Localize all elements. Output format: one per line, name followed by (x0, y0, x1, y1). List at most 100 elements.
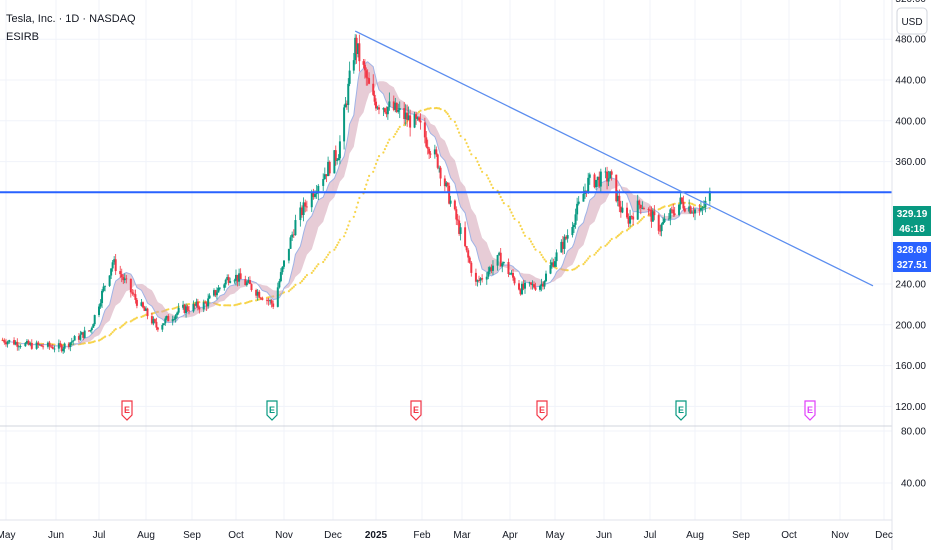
ma-dot (325, 256, 328, 259)
candle (426, 139, 429, 155)
candle (566, 229, 569, 243)
candle (470, 261, 473, 277)
ma-dot (449, 117, 452, 120)
ma-dot (507, 205, 510, 208)
candle (446, 182, 449, 192)
candle (413, 111, 416, 129)
candle (132, 289, 135, 297)
time-tick-label: Mar (453, 530, 471, 541)
candle (113, 256, 116, 265)
ma-dot (229, 304, 232, 307)
earnings-marker[interactable]: E (266, 400, 278, 421)
candle (185, 303, 188, 318)
time-axis[interactable]: May Jun Jul Aug Sep Oct Nov Dec 2025 Feb Mar Apr May… (0, 530, 893, 541)
candle (657, 213, 660, 235)
candle (104, 285, 107, 292)
candle (338, 135, 341, 165)
earnings-marker[interactable]: E (410, 400, 422, 421)
candle (577, 196, 580, 206)
candle (156, 326, 159, 332)
earnings-marker[interactable]: E (536, 400, 548, 421)
lower-tick-label: 80.00 (901, 427, 926, 438)
candle (102, 283, 105, 293)
candle (99, 299, 102, 309)
ma-dot (455, 124, 458, 127)
ma-dot (587, 257, 590, 260)
candle (542, 281, 544, 290)
ma-dot (642, 215, 646, 219)
candle (372, 74, 375, 96)
indicator-name: ESIRB (6, 31, 39, 43)
ma-dot (358, 196, 361, 200)
candle (14, 340, 17, 346)
candle (632, 212, 635, 226)
candle (183, 303, 186, 314)
earnings-marker[interactable]: E (675, 400, 687, 421)
candle (531, 280, 534, 290)
candle (598, 171, 601, 189)
ma-dot (596, 249, 599, 253)
candle (146, 307, 149, 320)
ma-dot (498, 192, 501, 195)
ma-dot (294, 283, 297, 286)
price-axis[interactable]: 520.00 480.00 440.00 400.00 360.00 240.00 200.… (895, 0, 926, 413)
currency-button[interactable]: USD (896, 7, 928, 35)
candle (300, 205, 303, 218)
ma-dot (355, 206, 358, 209)
ma-dot (338, 238, 341, 241)
candle (131, 288, 134, 296)
candle (239, 268, 242, 280)
candle (63, 342, 66, 353)
earnings-marker[interactable]: E (804, 400, 816, 421)
candle (406, 104, 409, 127)
ma-dot (540, 253, 543, 256)
candle (108, 275, 111, 287)
price-label: 46:18 (893, 221, 931, 236)
candle (678, 204, 681, 217)
candle (125, 275, 128, 284)
ma-dot (502, 202, 505, 205)
ma-dot (555, 267, 558, 270)
ma-dot (363, 187, 366, 191)
ma-dot (305, 274, 308, 277)
candle (683, 206, 686, 213)
candle (438, 165, 441, 173)
ribbon-fill (2, 61, 710, 348)
candle (110, 268, 113, 280)
ma-dot (491, 186, 495, 190)
candle (663, 213, 666, 223)
ma-dot (395, 130, 398, 133)
candle (255, 288, 258, 299)
ma-dot (618, 233, 621, 236)
ma-dot (113, 329, 116, 332)
ma-dot (315, 265, 318, 268)
candle (383, 107, 386, 114)
price-label: 328.69 (893, 242, 931, 257)
candle (433, 144, 436, 159)
ma-dot (120, 325, 123, 328)
ma-dot (299, 281, 302, 284)
candle (543, 280, 546, 290)
candle (173, 316, 176, 321)
ma-dot (619, 232, 623, 235)
candle (123, 273, 126, 284)
candle (198, 305, 201, 314)
candle (641, 201, 644, 210)
candle (119, 265, 122, 279)
candle (588, 172, 591, 185)
candle (365, 67, 368, 86)
trendline[interactable] (354, 30, 874, 287)
candle (59, 340, 62, 348)
earnings-marker[interactable]: E (121, 400, 133, 421)
candle (610, 169, 613, 181)
candle (565, 235, 568, 241)
candle (609, 171, 612, 179)
candle (524, 280, 526, 294)
candle (395, 102, 398, 114)
ma-dot (347, 224, 350, 227)
candle (540, 278, 543, 292)
candle (599, 168, 602, 193)
